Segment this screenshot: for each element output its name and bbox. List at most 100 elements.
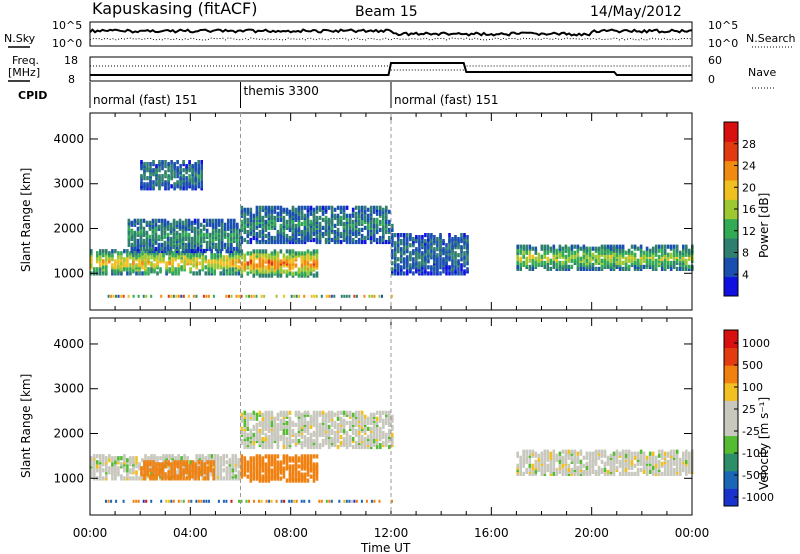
power-cell: [573, 250, 577, 255]
power-cell: [318, 215, 322, 220]
power-cell: [516, 260, 519, 265]
power-cell: [412, 261, 415, 266]
power-cell: [136, 226, 140, 231]
power-cell: [184, 242, 188, 247]
power-cell: [189, 267, 192, 272]
power-cell: [406, 241, 409, 246]
velocity-colorbar-swatch: [724, 488, 738, 507]
power-cell: [451, 259, 454, 264]
velocity-cell: [360, 434, 364, 440]
velocity-cell: [170, 462, 173, 467]
velocity-cell: [248, 499, 250, 503]
velocity-cell: [120, 456, 123, 461]
power-cell: [127, 242, 131, 247]
power-cell: [318, 205, 322, 210]
velocity-cell: [654, 469, 658, 474]
velocity-cell: [99, 458, 102, 463]
velocity-cell: [205, 499, 208, 503]
power-cell: [183, 255, 186, 260]
velocity-cell: [150, 499, 153, 503]
power-cell: [127, 294, 130, 298]
power-cell: [348, 229, 352, 235]
power-cell: [591, 252, 595, 257]
power-cell: [129, 271, 132, 276]
power-cell: [336, 227, 340, 232]
power-cell: [454, 235, 457, 240]
power-cell: [385, 205, 388, 210]
power-cell: [633, 244, 637, 249]
velocity-cell: [303, 454, 307, 459]
power-cell: [255, 231, 259, 237]
power-cell: [260, 294, 263, 298]
power-cell: [240, 205, 244, 210]
time-tick-label: 00:00: [675, 526, 710, 540]
velocity-cell: [207, 499, 210, 503]
power-cell: [588, 264, 592, 269]
power-cell: [105, 257, 108, 262]
power-cell: [549, 266, 553, 271]
power-cell: [345, 217, 349, 222]
power-cell: [193, 234, 197, 239]
power-cell: [160, 218, 164, 223]
velocity-cell: [321, 410, 325, 415]
power-cell: [258, 229, 262, 235]
power-cell: [175, 242, 179, 247]
power-cell: [246, 207, 250, 212]
power-cell: [372, 209, 376, 214]
power-cell: [564, 260, 568, 265]
velocity-cell: [682, 451, 685, 456]
power-cell: [194, 176, 197, 181]
velocity-cell: [276, 422, 280, 427]
power-cell: [600, 264, 604, 269]
velocity-cell: [672, 461, 676, 466]
power-cell: [309, 263, 313, 268]
power-cell: [258, 205, 262, 210]
power-cell: [406, 233, 409, 238]
power-cell: [418, 241, 421, 246]
power-cell: [222, 255, 225, 260]
power-cell: [394, 233, 397, 238]
velocity-cell: [126, 458, 129, 463]
velocity-colorbar-swatch: [724, 400, 738, 419]
power-y-label: Slant Range [km]: [19, 168, 33, 272]
velocity-cell: [173, 472, 176, 477]
power-cell: [279, 239, 283, 245]
power-cell: [369, 235, 373, 241]
power-cell: [400, 233, 403, 238]
velocity-cell: [336, 410, 340, 415]
velocity-colorbar-swatch: [724, 453, 738, 472]
velocity-cell: [685, 467, 688, 472]
velocity-cell: [96, 454, 99, 459]
velocity-cell: [270, 499, 273, 503]
velocity-cell: [207, 454, 210, 459]
power-cell: [594, 254, 598, 259]
velocity-cell: [561, 463, 565, 468]
power-cell: [357, 213, 361, 218]
velocity-cell: [258, 458, 262, 463]
power-cell: [333, 213, 337, 218]
velocity-cell: [327, 428, 331, 433]
power-cell: [179, 168, 182, 173]
velocity-cell: [261, 430, 265, 435]
power-cell: [294, 227, 298, 232]
power-cell: [406, 255, 409, 260]
power-cell: [154, 232, 158, 237]
velocity-cell: [152, 464, 155, 469]
noise-sky-line: [89, 28, 693, 37]
velocity-cell: [285, 436, 289, 442]
power-cell: [258, 249, 262, 254]
power-cell: [369, 205, 373, 210]
power-cell: [336, 205, 340, 210]
power-cell: [354, 239, 358, 245]
power-cell: [675, 266, 679, 271]
noise-panel: N.Sky 10^5 10^0 10^5 10^0 N.Search: [4, 19, 796, 50]
power-cell: [382, 231, 385, 237]
power-cell: [177, 267, 180, 272]
power-cell: [195, 257, 198, 262]
velocity-cell: [258, 420, 262, 425]
velocity-cell: [179, 460, 182, 465]
power-cell: [433, 241, 436, 246]
velocity-cell: [645, 455, 649, 460]
power-cell: [682, 266, 685, 271]
power-cell: [357, 205, 361, 210]
